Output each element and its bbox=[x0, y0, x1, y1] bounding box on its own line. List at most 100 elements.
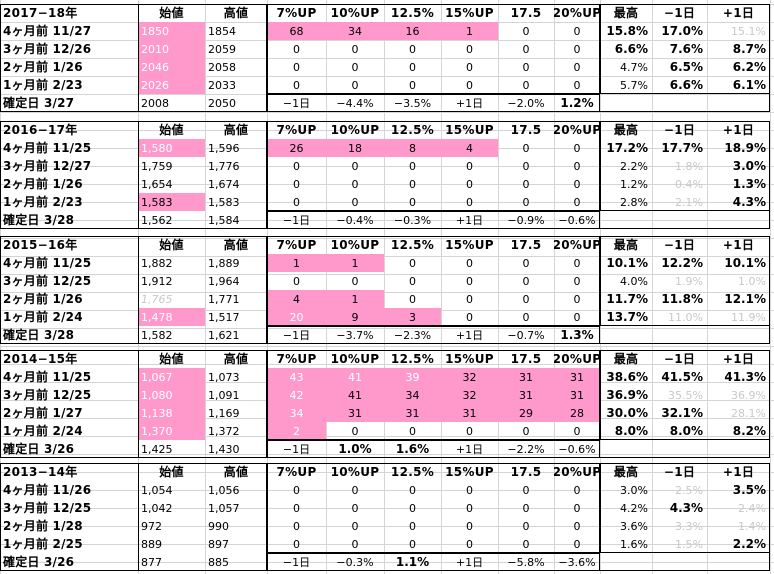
confirmed-date-label[interactable]: 確定日 3/28 bbox=[3, 328, 75, 342]
column-header-up7[interactable]: 7%UP bbox=[276, 6, 317, 20]
cell-plus1[interactable]: 4.3% bbox=[732, 195, 766, 209]
cell-up15[interactable]: 0 bbox=[466, 519, 473, 533]
cell-up15[interactable]: 32 bbox=[441, 368, 498, 386]
cell-up10[interactable]: −0.4% bbox=[336, 213, 374, 227]
cell-high[interactable]: 1,621 bbox=[208, 328, 240, 342]
row-label[interactable]: 4ヶ月前 11/27 bbox=[3, 24, 92, 38]
cell-up17-5[interactable]: −5.8% bbox=[507, 555, 545, 569]
cell-up12-5[interactable]: −0.3% bbox=[393, 213, 432, 227]
cell-plus1[interactable]: 11.9% bbox=[731, 310, 766, 324]
cell-start[interactable]: 1,654 bbox=[141, 177, 173, 191]
cell-up12-5[interactable]: 0 bbox=[409, 274, 416, 288]
cell-minus1[interactable]: 1.5% bbox=[675, 537, 703, 551]
cell-max[interactable]: 3.6% bbox=[620, 519, 648, 533]
cell-up7[interactable]: 26 bbox=[267, 139, 326, 157]
cell-high[interactable]: 885 bbox=[208, 555, 229, 569]
row-label[interactable]: 2ヶ月前 1/26 bbox=[3, 292, 83, 306]
column-header-up17-5[interactable]: 17.5 bbox=[510, 238, 542, 252]
cell-up12-5[interactable]: 31 bbox=[384, 404, 441, 422]
cell-up20[interactable]: −0.6% bbox=[558, 442, 596, 456]
cell-minus1[interactable]: 1.9% bbox=[675, 274, 703, 288]
row-label[interactable]: 1ヶ月前 2/24 bbox=[3, 310, 83, 324]
cell-minus1[interactable]: 17.0% bbox=[661, 24, 703, 38]
cell-up17-5[interactable]: 0 bbox=[522, 292, 530, 306]
cell-up12-5[interactable]: 1.1% bbox=[395, 555, 430, 569]
cell-high[interactable]: 1,584 bbox=[208, 213, 240, 227]
column-header-plus1[interactable]: +1日 bbox=[722, 6, 755, 20]
cell-up7[interactable]: 0 bbox=[293, 483, 300, 497]
cell-minus1[interactable]: 6.6% bbox=[669, 78, 703, 92]
confirmed-date-label[interactable]: 確定日 3/26 bbox=[3, 442, 75, 456]
cell-up15[interactable]: 0 bbox=[466, 195, 473, 209]
cell-up15[interactable]: 0 bbox=[466, 483, 473, 497]
column-header-up10[interactable]: 10%UP bbox=[330, 465, 380, 479]
cell-up12-5[interactable]: 0 bbox=[409, 256, 416, 270]
cell-up20[interactable]: 0 bbox=[573, 501, 581, 515]
cell-up20[interactable]: 0 bbox=[573, 310, 581, 324]
column-header-up17-5[interactable]: 17.5 bbox=[510, 465, 542, 479]
cell-up7[interactable]: −1日 bbox=[282, 442, 311, 456]
cell-minus1[interactable]: 2.5% bbox=[675, 483, 703, 497]
column-header-up20[interactable]: 20%UP bbox=[554, 238, 600, 252]
cell-minus1[interactable]: 35.5% bbox=[668, 388, 703, 402]
cell-up15[interactable]: 0 bbox=[466, 292, 473, 306]
cell-up20[interactable]: 0 bbox=[573, 60, 581, 74]
cell-up12-5[interactable]: −2.3% bbox=[393, 328, 432, 342]
cell-up20[interactable]: 0 bbox=[573, 483, 581, 497]
cell-up17-5[interactable]: −0.9% bbox=[507, 213, 545, 227]
section-year-label[interactable]: 2013−14年 bbox=[3, 465, 78, 479]
column-header-max[interactable]: 最高 bbox=[613, 123, 639, 137]
cell-plus1[interactable]: 8.7% bbox=[732, 42, 766, 56]
cell-plus1[interactable] bbox=[707, 553, 770, 571]
cell-start[interactable]: 2026 bbox=[138, 76, 205, 94]
cell-minus1[interactable]: 12.2% bbox=[661, 256, 703, 270]
cell-max[interactable]: 4.7% bbox=[620, 60, 648, 74]
cell-start[interactable]: 1,054 bbox=[141, 483, 173, 497]
cell-up15[interactable]: 0 bbox=[466, 537, 473, 551]
cell-up7[interactable]: −1日 bbox=[282, 213, 311, 227]
column-header-up12-5[interactable]: 12.5% bbox=[390, 123, 435, 137]
cell-up10[interactable]: 1 bbox=[326, 290, 384, 308]
cell-start[interactable]: 1,138 bbox=[138, 404, 205, 422]
cell-minus1[interactable]: 0.4% bbox=[675, 177, 703, 191]
cell-up12-5[interactable]: 0 bbox=[409, 159, 416, 173]
cell-max[interactable] bbox=[600, 553, 652, 571]
cell-up17-5[interactable]: −2.2% bbox=[507, 442, 545, 456]
cell-plus1[interactable] bbox=[707, 326, 770, 344]
cell-start[interactable]: 972 bbox=[141, 519, 162, 533]
cell-up20[interactable]: 0 bbox=[573, 256, 581, 270]
column-header-plus1[interactable]: +1日 bbox=[722, 123, 755, 137]
confirmed-date-label[interactable]: 確定日 3/27 bbox=[3, 96, 75, 110]
row-label[interactable]: 3ヶ月前 12/25 bbox=[3, 501, 92, 515]
cell-up20[interactable]: 0 bbox=[573, 24, 581, 38]
column-header-up12-5[interactable]: 12.5% bbox=[390, 238, 435, 252]
cell-up17-5[interactable]: 0 bbox=[522, 519, 530, 533]
cell-up20[interactable]: 0 bbox=[573, 292, 581, 306]
cell-up10[interactable]: 0 bbox=[351, 60, 359, 74]
cell-up7[interactable]: 0 bbox=[293, 501, 300, 515]
cell-up15[interactable]: +1日 bbox=[455, 328, 484, 342]
cell-up12-5[interactable]: 0 bbox=[409, 42, 416, 56]
cell-up10[interactable]: −4.4% bbox=[336, 96, 374, 110]
cell-up12-5[interactable]: 0 bbox=[409, 483, 416, 497]
cell-high[interactable]: 1,674 bbox=[208, 177, 240, 191]
column-header-minus1[interactable]: −1日 bbox=[663, 352, 696, 366]
cell-up20[interactable]: −3.6% bbox=[558, 555, 596, 569]
cell-high[interactable]: 2058 bbox=[208, 60, 236, 74]
cell-up15[interactable]: +1日 bbox=[455, 96, 484, 110]
cell-up10[interactable]: −3.7% bbox=[336, 328, 374, 342]
cell-up10[interactable]: 0 bbox=[351, 537, 359, 551]
cell-high[interactable]: 1,057 bbox=[208, 501, 240, 515]
column-header-high[interactable]: 高値 bbox=[223, 352, 249, 366]
cell-up12-5[interactable]: 3 bbox=[384, 308, 441, 326]
row-label[interactable]: 1ヶ月前 2/23 bbox=[3, 195, 83, 209]
column-header-up17-5[interactable]: 17.5 bbox=[510, 352, 542, 366]
cell-plus1[interactable]: 8.2% bbox=[732, 424, 766, 438]
cell-start[interactable]: 1,080 bbox=[138, 386, 205, 404]
cell-start[interactable]: 889 bbox=[141, 537, 162, 551]
cell-up20[interactable]: 0 bbox=[573, 159, 581, 173]
cell-minus1[interactable]: 2.1% bbox=[675, 195, 703, 209]
cell-high[interactable]: 1,517 bbox=[208, 310, 240, 324]
cell-minus1[interactable]: 41.5% bbox=[661, 370, 703, 384]
cell-up17-5[interactable]: 0 bbox=[522, 141, 530, 155]
